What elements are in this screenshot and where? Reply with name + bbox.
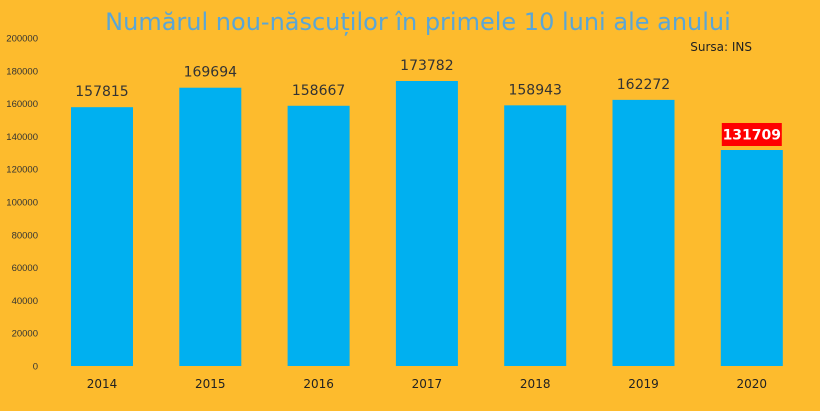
bar-series: [71, 80, 783, 367]
x-tick-label: 2016: [303, 377, 334, 391]
bar: [612, 99, 675, 367]
x-tick-label: 2015: [195, 377, 226, 391]
bar: [720, 149, 783, 366]
y-tick-label: 60000: [12, 263, 38, 274]
data-labels: 157815 169694 158667 173782 158943 162272 1317…: [75, 58, 782, 146]
x-tick-label: 2019: [628, 377, 659, 391]
data-label-highlight-box: [721, 122, 782, 146]
data-label: 169694: [184, 65, 238, 81]
data-label: 131709: [723, 127, 781, 143]
y-tick-label: 80000: [12, 230, 38, 241]
y-tick-label: 140000: [6, 132, 38, 143]
x-tick-label: 2018: [520, 377, 551, 391]
bar: [504, 105, 567, 366]
y-tick-label: 20000: [12, 329, 38, 340]
x-tick-label: 2017: [412, 377, 443, 391]
data-label: 162272: [617, 77, 670, 93]
chart-source: Sursa: INS: [690, 40, 752, 54]
bar: [395, 80, 458, 366]
x-tick-label: 2020: [737, 377, 768, 391]
bar: [179, 87, 242, 366]
y-tick-label: 160000: [6, 99, 38, 110]
chart-title: Numărul nou-născuților în primele 10 lun…: [105, 8, 731, 36]
x-axis: 2014 2015 2016 2017 2018 2019 2020: [87, 377, 767, 391]
data-label: 173782: [400, 58, 453, 74]
x-tick-label: 2014: [87, 377, 118, 391]
y-tick-label: 200000: [6, 34, 38, 45]
bar: [71, 107, 133, 366]
data-label: 157815: [75, 84, 128, 100]
y-tick-label: 100000: [6, 198, 38, 209]
y-axis: 0 20000 40000 60000 80000 100000 120000 140000 1…: [6, 34, 38, 373]
y-tick-label: 180000: [6, 66, 38, 77]
bar: [287, 105, 350, 366]
data-label: 158667: [292, 83, 345, 99]
y-tick-label: 0: [33, 362, 38, 373]
data-label: 158943: [508, 82, 561, 98]
y-tick-label: 120000: [6, 165, 38, 176]
y-tick-label: 40000: [12, 296, 38, 307]
